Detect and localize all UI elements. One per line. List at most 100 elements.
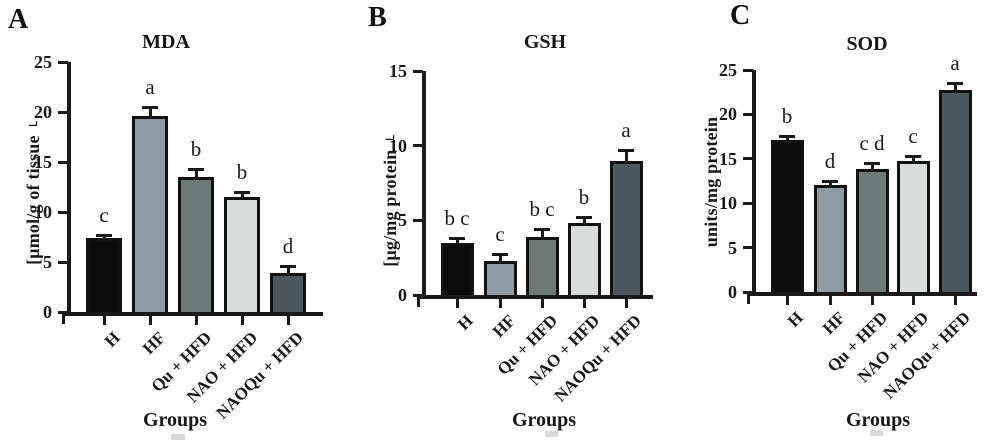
sig-letter: a [950, 50, 960, 75]
y-axis-title-c: units/mg protein [701, 116, 721, 248]
x-tick [148, 316, 152, 325]
smudge-artifact [545, 431, 558, 437]
error-bar [498, 253, 502, 264]
bar [132, 116, 168, 316]
sig-letter: d [824, 149, 836, 174]
bar [896, 160, 930, 296]
x-tick [286, 316, 290, 325]
x-tick [953, 296, 957, 305]
x-tick [911, 296, 915, 305]
x-tick-label: H [783, 308, 807, 331]
bar [270, 273, 306, 316]
x-tick [785, 296, 789, 305]
x-axis-end-tick [62, 316, 65, 324]
bar [938, 90, 972, 296]
sig-letter: d [282, 234, 294, 258]
y-tick [58, 60, 68, 64]
y-tick-label: 20 [34, 102, 52, 122]
error-cap [576, 215, 592, 219]
x-axis-title-a: Groups [142, 409, 208, 431]
bar [178, 177, 214, 316]
y-tick [413, 69, 423, 73]
x-axis-line [747, 292, 977, 296]
y-tick [413, 144, 423, 148]
y-tick [58, 110, 68, 114]
y-tick [743, 112, 753, 116]
error-cap [234, 191, 250, 194]
x-axis-line [417, 295, 653, 299]
bar [855, 168, 889, 296]
x-axis-end-tick [747, 296, 750, 304]
y-tick-label: 15 [389, 61, 407, 81]
x-tick [582, 299, 586, 308]
y-tick [58, 260, 68, 264]
error-bar [911, 155, 915, 164]
y-tick [743, 157, 753, 161]
sig-letter: a [621, 117, 631, 142]
sig-letter: b c [529, 196, 555, 221]
y-tick [413, 293, 423, 297]
x-tick-label: Qu + HFD [493, 311, 562, 379]
x-axis-end-tick [417, 299, 420, 307]
sig-letter: b [578, 184, 590, 209]
panel-letter-a: A [8, 4, 29, 35]
x-tick [624, 299, 628, 308]
chart-title-sod: SOD [846, 33, 888, 55]
chart-title-mda: MDA [142, 31, 190, 53]
x-tick-label: NAOQu + HFD [880, 308, 975, 403]
x-tick [455, 299, 459, 308]
error-cap [822, 180, 838, 184]
x-tick-label: NAO + HFD [183, 328, 262, 407]
y-axis-line [752, 70, 756, 296]
sig-letter: b [190, 137, 202, 161]
y-tick-label: 10 [389, 135, 407, 156]
sig-letter: c d [859, 131, 885, 156]
y-tick-label: 15 [719, 148, 737, 169]
x-tick [870, 296, 874, 305]
y-tick [743, 290, 753, 294]
x-tick [540, 299, 544, 308]
bar [770, 140, 804, 296]
bar [86, 238, 122, 316]
x-tick-label: Qu + HFD [823, 308, 892, 376]
error-cap [534, 227, 550, 231]
smudge-artifact [171, 434, 185, 440]
x-tick [240, 316, 244, 325]
panel-letter-b: B [368, 2, 387, 33]
bar [567, 223, 601, 299]
y-axis-line [67, 62, 71, 316]
sig-letter: c [99, 203, 109, 227]
error-cap [905, 155, 921, 159]
error-cap [864, 162, 880, 166]
bar [525, 236, 559, 299]
y-tick-label: 20 [719, 104, 737, 125]
error-bar [828, 180, 832, 189]
chart-title-gsh: GSH [523, 31, 567, 53]
y-tick-label: 5 [398, 210, 407, 231]
error-cap [142, 106, 158, 109]
error-cap [96, 234, 112, 237]
x-tick-label: NAO + HFD [854, 308, 933, 387]
error-bar [194, 168, 198, 180]
y-tick [58, 310, 68, 314]
bar [224, 197, 260, 316]
y-tick-label: 5 [43, 252, 52, 272]
bar [609, 160, 643, 299]
x-tick-label: HF [819, 308, 850, 339]
error-bar [286, 265, 290, 276]
error-bar [624, 148, 628, 164]
error-bar [240, 191, 244, 200]
error-cap [188, 168, 204, 171]
error-bar [953, 81, 957, 94]
error-bar [582, 215, 586, 227]
y-tick [743, 68, 753, 72]
sig-letter: a [145, 75, 155, 99]
x-axis-line [62, 312, 323, 316]
x-tick-label: HF [139, 328, 170, 359]
sig-letter: c [908, 124, 918, 149]
x-tick [102, 316, 106, 325]
